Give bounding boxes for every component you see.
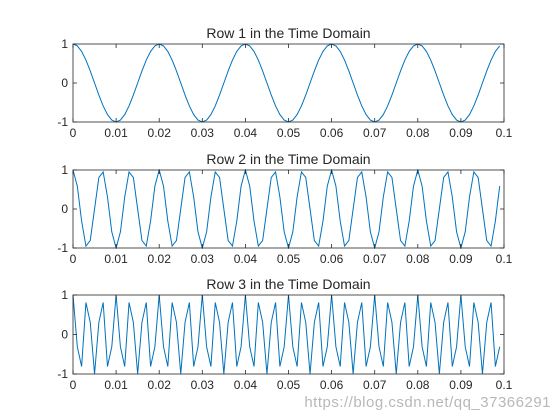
subplot-2-xtick-label: 0.01	[104, 252, 128, 266]
subplot-3-title: Row 3 in the Time Domain	[206, 276, 370, 292]
subplot-1-xtick-label: 0.02	[148, 126, 172, 140]
subplot-2-xtick-label: 0.06	[320, 252, 344, 266]
subplot-2-xtick-label: 0.04	[234, 252, 258, 266]
subplot-2-ytick-label: 0	[61, 202, 68, 216]
subplot-1-xtick-label: 0.08	[406, 126, 430, 140]
subplot-1-series-line	[73, 43, 501, 123]
subplot-3: Row 3 in the Time Domain 0 0.01 0.02 0.03 0.0…	[57, 276, 512, 392]
subplot-3-ytick-label: 0	[61, 328, 68, 342]
subplot-2-xtick-label: 0	[70, 252, 77, 266]
subplot-2-xtick-label: 0.05	[277, 252, 301, 266]
subplot-2-xtick-label: 0.02	[148, 252, 172, 266]
subplot-3-axes-box	[72, 294, 505, 375]
subplot-3-xtick-label: 0	[70, 378, 77, 392]
subplot-1-xtick-label: 0.09	[449, 126, 473, 140]
subplot-2: Row 2 in the Time Domain 0 0.01 0.02 0.03 0.0…	[57, 151, 512, 266]
subplot-2-xtick-label: 0.09	[449, 252, 473, 266]
subplot-3-xtick-label: 0.09	[449, 378, 473, 392]
subplot-1-xtick-label: 0.03	[191, 126, 215, 140]
subplot-3-xtick-label: 0.08	[406, 378, 430, 392]
subplot-1-xtick-label: 0.06	[320, 126, 344, 140]
subplot-2-xtick-label: 0.08	[406, 252, 430, 266]
subplot-1-xtick-label: 0.05	[277, 126, 301, 140]
subplot-2-ytick-label: -1	[57, 241, 68, 255]
subplot-3-xtick-label: 0.06	[320, 378, 344, 392]
subplot-1-ytick-label: 0	[61, 76, 68, 90]
subplot-3-xtick-label: 0.01	[104, 378, 128, 392]
subplot-1-xtick-label: 0.04	[234, 126, 258, 140]
subplot-panels: Row 1 in the Time Domain 0 0.01 0.02 0.03 0.0…	[57, 25, 512, 392]
subplot-2-title: Row 2 in the Time Domain	[206, 151, 370, 167]
subplot-2-xtick-label: 0.03	[191, 252, 215, 266]
subplot-1-ytick-label: -1	[57, 115, 68, 129]
subplot-3-xtick-label: 0.05	[277, 378, 301, 392]
subplot-2-xtick-label: 0.07	[363, 252, 387, 266]
subplot-1-xtick-label: 0.01	[104, 126, 128, 140]
subplot-3-series-line	[73, 294, 501, 375]
subplot-2-ytick-label: 1	[61, 163, 68, 177]
subplot-1-xtick-label: 0.1	[496, 126, 513, 140]
subplot-3-xtick-label: 0.07	[363, 378, 387, 392]
subplot-3-xtick-label: 0.04	[234, 378, 258, 392]
subplot-1-xtick-label: 0	[70, 126, 77, 140]
watermark: https://blog.csdn.net/qq_37366291	[304, 394, 551, 411]
subplot-1-xtick-label: 0.07	[363, 126, 387, 140]
subplot-1-title: Row 1 in the Time Domain	[206, 25, 370, 41]
subplot-3-xtick-label: 0.03	[191, 378, 215, 392]
subplot-3-xtick-label: 0.02	[148, 378, 172, 392]
subplot-2-xtick-label: 0.1	[496, 252, 513, 266]
subplot-1-ytick-label: 1	[61, 37, 68, 51]
subplot-2-series-line	[73, 169, 501, 249]
subplot-3-ytick-label: 1	[61, 288, 68, 302]
subplot-1: Row 1 in the Time Domain 0 0.01 0.02 0.03 0.0…	[57, 25, 512, 140]
subplot-3-ytick-label: -1	[57, 367, 68, 381]
subplot-3-xtick-label: 0.1	[496, 378, 513, 392]
